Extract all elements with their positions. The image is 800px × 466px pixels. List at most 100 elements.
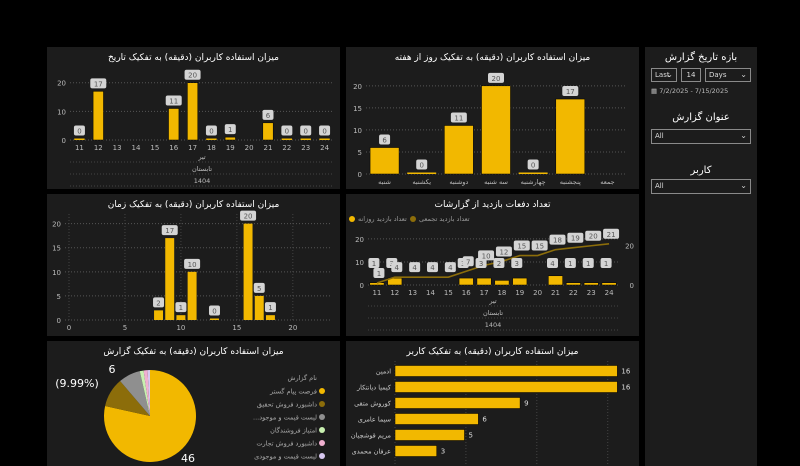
pie-slice: [139, 370, 150, 416]
chart-svg: میزان استفاده کاربران (دقیقه) به تفکیک ک…: [351, 347, 631, 466]
data-label: 21: [607, 231, 616, 239]
x-tick-label: 13: [408, 289, 417, 297]
data-label-bg: [493, 258, 505, 268]
x-hierarchy-label: 1404: [485, 321, 502, 329]
data-label: 1: [377, 270, 381, 278]
chart-title: تعداد دفعات بازدید از گزارشات: [435, 198, 551, 210]
data-label: 0: [209, 128, 213, 136]
chart-title: میزان استفاده کاربران (دقیقه) به تفکیک ت…: [108, 53, 279, 63]
y2-tick-label: 20: [625, 243, 634, 251]
bar: [394, 413, 479, 425]
user-dropdown[interactable]: All ⌄: [651, 179, 751, 194]
bar: [458, 277, 474, 286]
x-tick-label: یکشنبه: [412, 178, 431, 186]
x-tick-label: 20: [533, 289, 542, 297]
bar: [555, 98, 586, 175]
x-hierarchy-label: تیر: [197, 153, 206, 161]
bar: [265, 315, 275, 320]
data-label-bg: [527, 159, 539, 170]
legend-label: فرصت پیام گستر: [269, 388, 317, 396]
data-label-bg: [427, 262, 438, 273]
bar: [565, 282, 581, 286]
bar: [476, 277, 492, 286]
legend-marker: [349, 216, 355, 222]
chart-svg: میزان استفاده کاربران (دقیقه) به تفکیک گ…: [55, 345, 325, 465]
data-label-bg: [549, 234, 566, 245]
y-tick-label: 15: [52, 245, 61, 253]
pie-slice: [120, 371, 150, 416]
data-label-bg: [73, 125, 85, 136]
data-label-bg: [300, 125, 312, 136]
y-tick-label: 0: [358, 171, 362, 179]
filter-panel: بازه تاریخ گزارش Last ⌄ 14 Days ⌄ ▦ 7/2/20…: [645, 47, 757, 466]
chart-usage-by-user: میزان استفاده کاربران (دقیقه) به تفکیک ک…: [346, 341, 639, 466]
data-label: 4: [395, 264, 400, 272]
data-label-bg: [478, 250, 495, 261]
x-tick-label: 21: [264, 144, 273, 152]
bar: [165, 238, 175, 320]
data-label-bg: [184, 258, 201, 269]
x-hierarchy-label: تیر: [488, 297, 497, 305]
data-label: 20: [244, 213, 253, 221]
data-label-bg: [262, 109, 274, 120]
data-label: 16: [621, 384, 630, 392]
data-label-bg: [264, 302, 276, 313]
bar: [394, 445, 437, 457]
relative-select[interactable]: Last ⌄: [651, 68, 677, 82]
x-tick-label: سه شنبه: [484, 178, 508, 186]
data-label-bg: [208, 305, 220, 316]
bar: [481, 85, 511, 175]
data-label-bg: [391, 262, 403, 273]
legend-label: داشبورد فروش تحقیق: [257, 401, 317, 409]
y-tick-label: 5: [57, 293, 61, 301]
pie-value-label: 46: [181, 452, 195, 465]
chevron-down-icon: ⌄: [740, 181, 747, 190]
data-label: 1: [604, 260, 608, 268]
bar: [176, 315, 186, 320]
bar: [224, 136, 236, 141]
chart-svg: میزان استفاده کاربران (دقیقه) به تفکیک ر…: [353, 53, 626, 186]
unit-select[interactable]: Days ⌄: [705, 68, 751, 82]
x-tick-label: 12: [94, 144, 103, 152]
user-filter-title: کاربر: [690, 165, 712, 176]
data-label-bg: [603, 228, 620, 239]
x-tick-label: 23: [587, 289, 596, 297]
bar: [601, 282, 617, 286]
x-tick-label: 22: [569, 289, 578, 297]
x-tick-label: شنبه: [378, 178, 391, 186]
y-tick-label: 20: [52, 221, 61, 229]
chevron-down-icon: ⌄: [740, 70, 747, 79]
data-label: 10: [482, 252, 491, 260]
data-label-bg: [531, 240, 548, 251]
report-dropdown[interactable]: All ⌄: [651, 129, 751, 144]
bar: [300, 138, 311, 140]
y-tick-label: 15: [353, 105, 362, 113]
chart-title: میزان استفاده کاربران (دقیقه) به تفکیک گ…: [103, 345, 283, 357]
legend-marker: [319, 414, 325, 420]
bar: [187, 271, 197, 320]
data-label-bg: [567, 232, 584, 243]
data-label-bg: [511, 258, 523, 268]
data-label-bg: [153, 297, 165, 308]
bar: [168, 108, 180, 141]
bar: [74, 138, 85, 140]
x-tick-label: 10: [176, 324, 185, 332]
data-label: 5: [468, 432, 472, 440]
user-value: All: [655, 182, 664, 190]
data-label: 0: [212, 308, 216, 316]
data-label: 9: [524, 400, 528, 408]
data-label: 0: [285, 128, 289, 136]
data-label: 0: [77, 128, 81, 136]
legend-label: تعداد بازدید تجمعی: [419, 215, 470, 223]
pie-slice: [143, 370, 150, 416]
data-label-bg: [253, 282, 265, 293]
data-label: 3: [515, 260, 519, 268]
chart-svg: میزان استفاده کاربران (دقیقه) به تفکیک ز…: [52, 200, 332, 332]
count-input[interactable]: 14: [681, 68, 701, 82]
y-tick-label: 10: [57, 108, 66, 116]
x-tick-label: 20: [288, 324, 297, 332]
x-tick-label: 19: [226, 144, 235, 152]
pie-slice: [103, 370, 196, 462]
x-tick-label: 19: [515, 289, 524, 297]
x-tick-label: چهارشنبه: [521, 178, 546, 186]
